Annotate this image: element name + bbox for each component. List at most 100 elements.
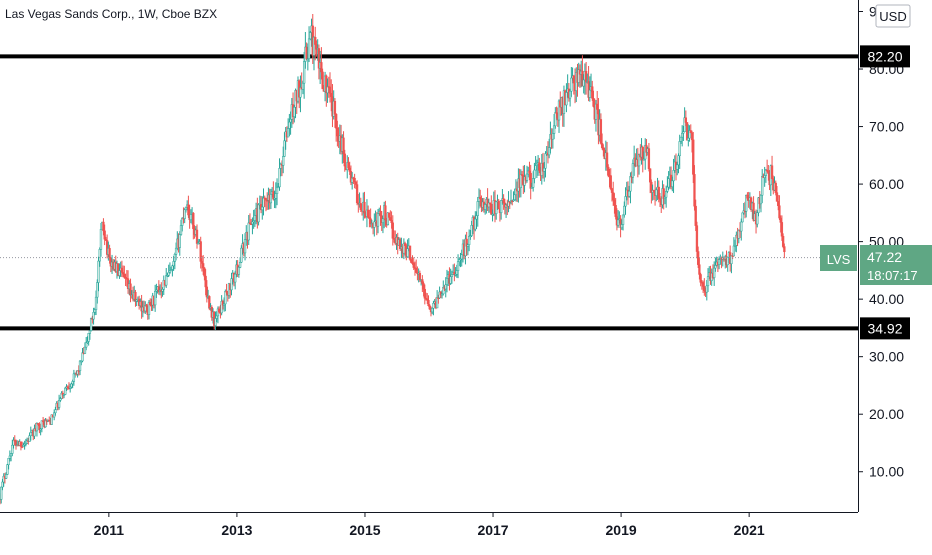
candle-body (774, 182, 777, 193)
candle-body (199, 241, 202, 262)
candle-body (745, 194, 748, 212)
candle-body (697, 251, 700, 265)
symbol-badge: LVS (827, 252, 851, 267)
candle-body (330, 92, 333, 97)
candle-body (497, 200, 500, 210)
candle-body (607, 166, 610, 176)
time-axis[interactable]: 2011 2013 2015 2017 2019 2021 (94, 512, 765, 538)
candle-body (623, 205, 626, 216)
candle-body (513, 194, 516, 200)
candle-body (456, 261, 460, 271)
candle-body (262, 197, 265, 208)
y-tick-label: 10.00 (869, 464, 904, 480)
candle-body (698, 264, 701, 275)
candle-body (543, 167, 546, 172)
candle-body (305, 46, 308, 60)
candle-body (701, 282, 705, 287)
y-tick-label: 30.00 (869, 349, 904, 365)
candle-body (367, 209, 370, 218)
candle-body (694, 205, 697, 226)
candle-body (684, 117, 688, 123)
candle-body (99, 229, 103, 250)
candle-body (695, 225, 699, 252)
candle-body (685, 122, 689, 141)
candle-body (202, 263, 205, 269)
candle-body (415, 268, 418, 273)
candle-body (335, 113, 338, 129)
candle-body (33, 428, 36, 437)
candle-body (476, 201, 479, 216)
x-tick-label: 2021 (734, 522, 765, 538)
candle-body (624, 196, 627, 207)
candle-body (87, 333, 90, 342)
candle-body (444, 284, 447, 290)
candle-body (565, 92, 568, 106)
candle-body (631, 163, 635, 178)
candle-body (681, 132, 684, 138)
candle-body (289, 119, 292, 123)
candle-body (38, 423, 41, 431)
candle-body (714, 265, 717, 269)
candle-body (693, 174, 696, 207)
x-tick-label: 2013 (221, 522, 252, 538)
candle-body (779, 217, 782, 223)
x-tick-label: 2017 (477, 522, 508, 538)
candle-body (301, 82, 305, 90)
candle-body (538, 162, 541, 171)
candle-body (57, 400, 61, 408)
candle-body (314, 36, 317, 45)
candle-body (97, 260, 100, 283)
candle-body (671, 180, 674, 187)
candle-body (161, 289, 164, 292)
candle-body (78, 360, 82, 371)
candle-body (620, 224, 623, 229)
candle-body (240, 247, 243, 263)
candle-body (591, 86, 594, 99)
candle-body (775, 192, 779, 202)
candle-body (208, 296, 211, 309)
candle-body (257, 204, 260, 223)
horizontal-levels[interactable] (0, 54, 858, 331)
candle-body (1, 481, 4, 488)
candle-body (168, 270, 172, 273)
candle-body (677, 155, 680, 166)
candle-body (676, 164, 679, 170)
candle-body (19, 441, 23, 447)
candle-body (528, 170, 531, 174)
candle-body (687, 137, 690, 141)
candle-body (359, 203, 362, 210)
candle-body (70, 383, 73, 388)
x-tick-label: 2015 (349, 522, 380, 538)
candle-body (490, 203, 493, 215)
y-tick-label: 40.00 (869, 291, 904, 307)
candle-body (408, 245, 412, 260)
candle-body (756, 212, 759, 225)
candle-body (600, 143, 604, 148)
candle-body (529, 172, 532, 189)
candle-body (605, 152, 609, 168)
y-tick-label: 20.00 (869, 406, 904, 422)
candle-body (391, 222, 394, 239)
candle-body (93, 309, 96, 313)
candle-body (172, 261, 175, 267)
candle-body (761, 176, 764, 196)
candle-body (21, 446, 24, 448)
candle-body (11, 444, 14, 454)
candle-body (730, 255, 733, 264)
candle-body (98, 249, 101, 262)
candle-body (412, 262, 415, 268)
candle-body (64, 387, 67, 395)
candle-body (363, 201, 366, 214)
candle-body (495, 201, 498, 214)
y-tick-label: 70.00 (869, 119, 904, 135)
currency-label[interactable]: USD (879, 9, 906, 24)
candle-body (302, 61, 306, 84)
candle-body (165, 275, 168, 286)
currency-badge[interactable]: USD (875, 4, 911, 28)
candle-body (616, 219, 620, 226)
candle-body (599, 119, 603, 144)
candle-body (699, 274, 702, 283)
candle-body (253, 215, 257, 221)
